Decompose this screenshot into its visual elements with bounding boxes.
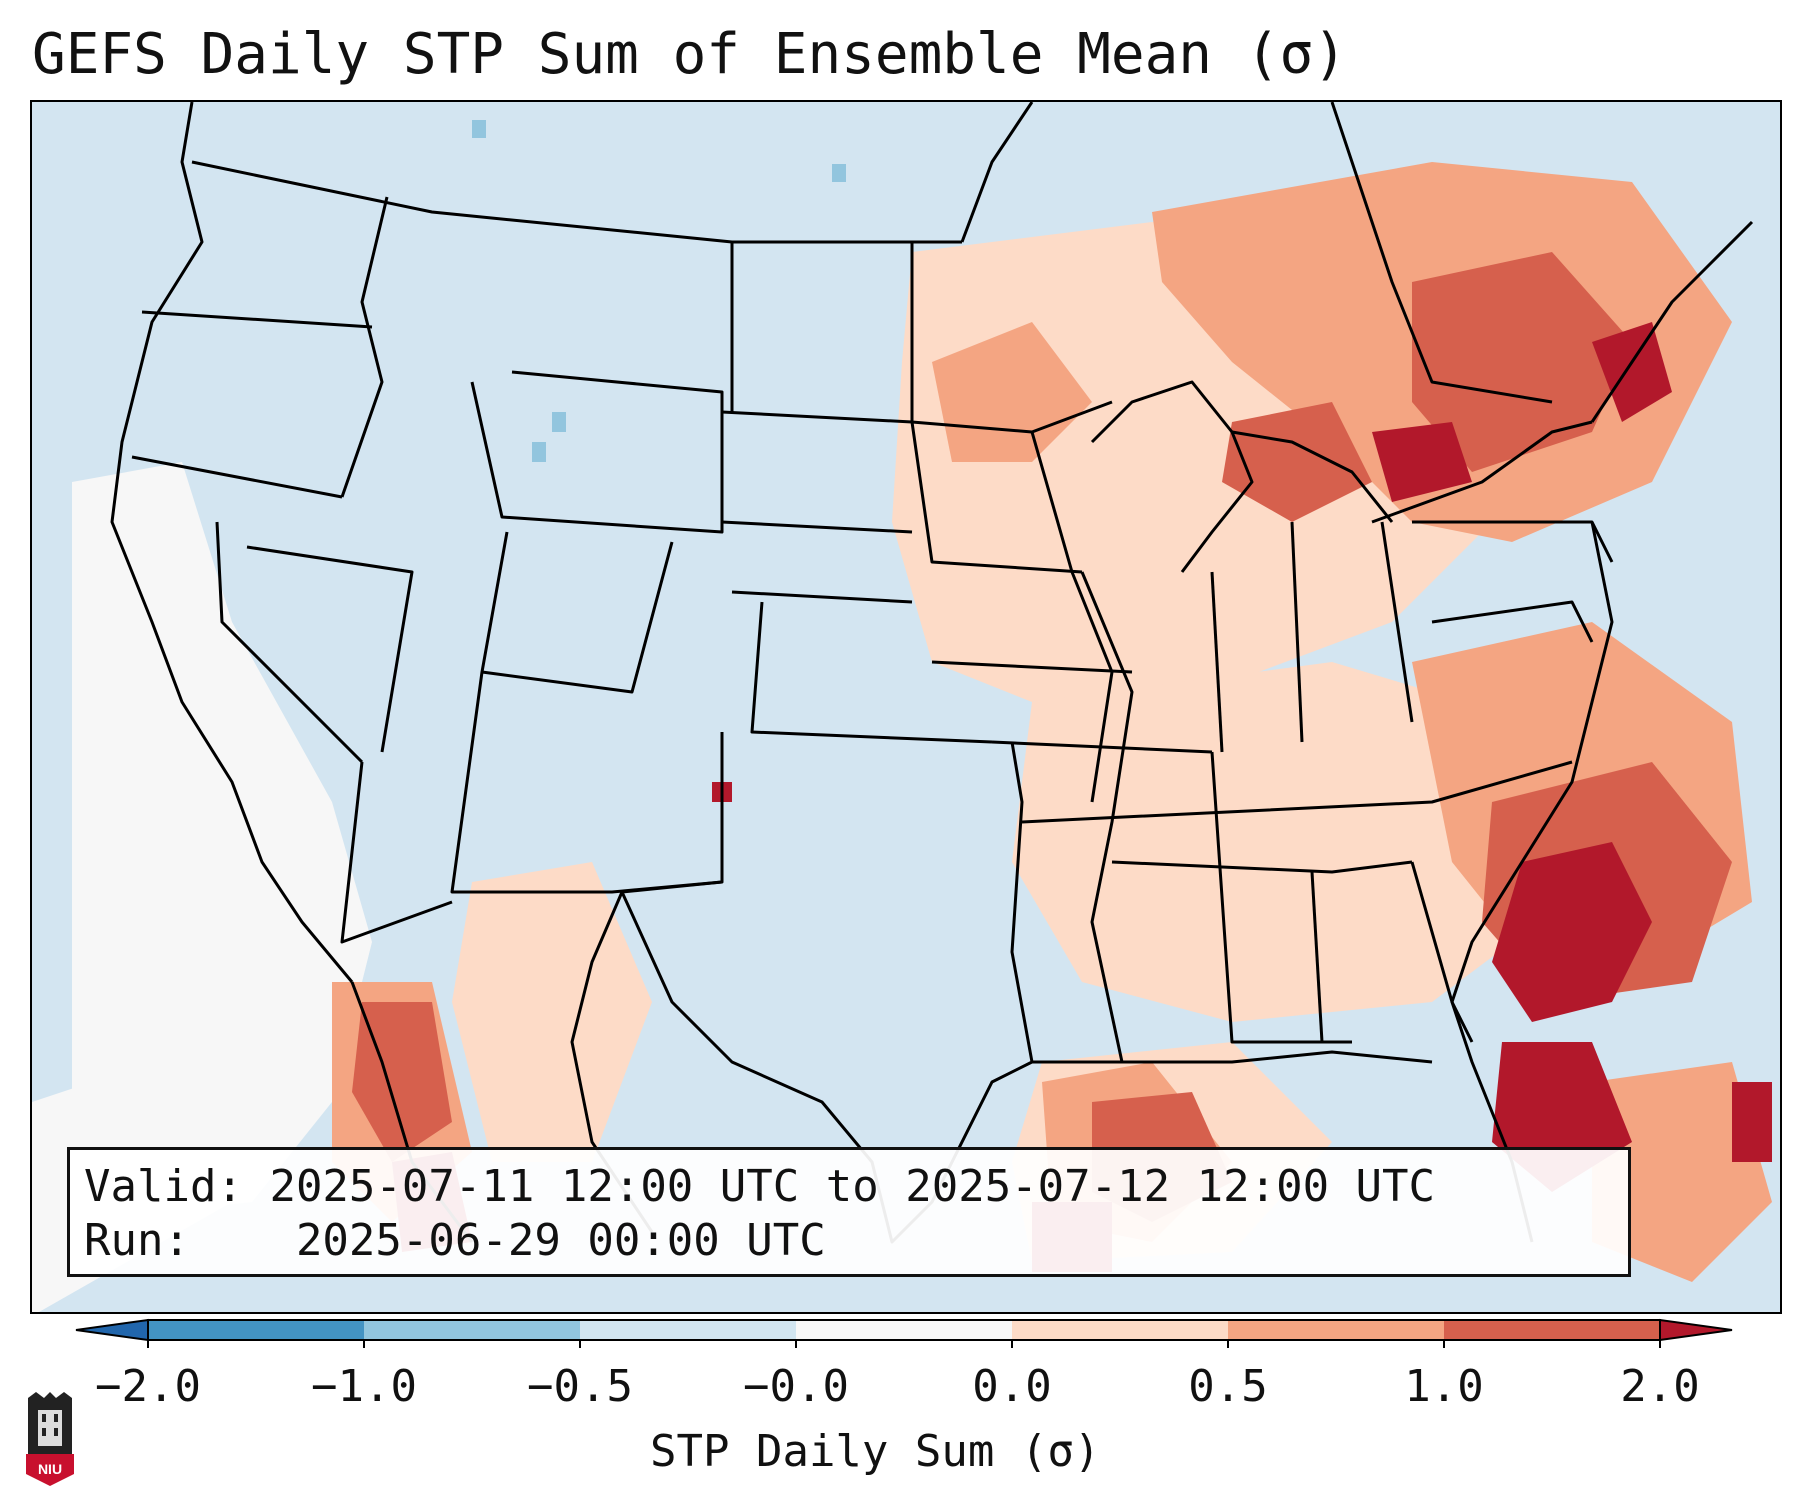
state-boundaries — [110, 102, 1754, 1244]
colorbar-segment — [796, 1320, 1013, 1340]
chart-title: GEFS Daily STP Sum of Ensemble Mean (σ) — [32, 22, 1347, 87]
anomaly-negative — [472, 120, 846, 462]
logo-text: NIU — [38, 1461, 62, 1477]
niu-logo: NIU — [26, 1392, 74, 1486]
colorbar-tick-label: 0.0 — [972, 1361, 1052, 1412]
colorbar-tick-label: 1.0 — [1404, 1361, 1484, 1412]
colorbar-tick-label: −2.0 — [95, 1361, 201, 1412]
valid-label: Valid: — [84, 1161, 243, 1212]
colorbar-segment — [1444, 1320, 1661, 1340]
colorbar-segment — [1228, 1320, 1445, 1340]
map-svg — [32, 102, 1780, 1312]
colorbar-segment — [580, 1320, 797, 1340]
colorbar-segment — [364, 1320, 581, 1340]
colorbar-extend-low — [75, 1318, 149, 1342]
colorbar-extend-high — [1659, 1318, 1733, 1342]
colorbar-tick-label: −0.0 — [743, 1361, 849, 1412]
run-label: Run: — [84, 1215, 190, 1266]
colorbar-tick-label: 0.5 — [1188, 1361, 1268, 1412]
colorbar-segments — [148, 1320, 1661, 1340]
colorbar-segment — [1012, 1320, 1229, 1340]
map-panel — [30, 100, 1782, 1314]
validity-info-box: Valid: 2025-07-11 12:00 UTC to 2025-07-1… — [67, 1147, 1631, 1277]
colorbar-tick-label: 2.0 — [1620, 1361, 1700, 1412]
colorbar-label: STP Daily Sum (σ) — [650, 1426, 1101, 1477]
colorbar — [75, 1318, 1733, 1348]
run-value: 2025-06-29 00:00 UTC — [295, 1215, 826, 1266]
colorbar-tick-label: −0.5 — [527, 1361, 633, 1412]
colorbar-tick-label: −1.0 — [311, 1361, 417, 1412]
valid-value: 2025-07-11 12:00 UTC to 2025-07-12 12:00… — [269, 1161, 1436, 1212]
colorbar-segment — [148, 1320, 365, 1340]
